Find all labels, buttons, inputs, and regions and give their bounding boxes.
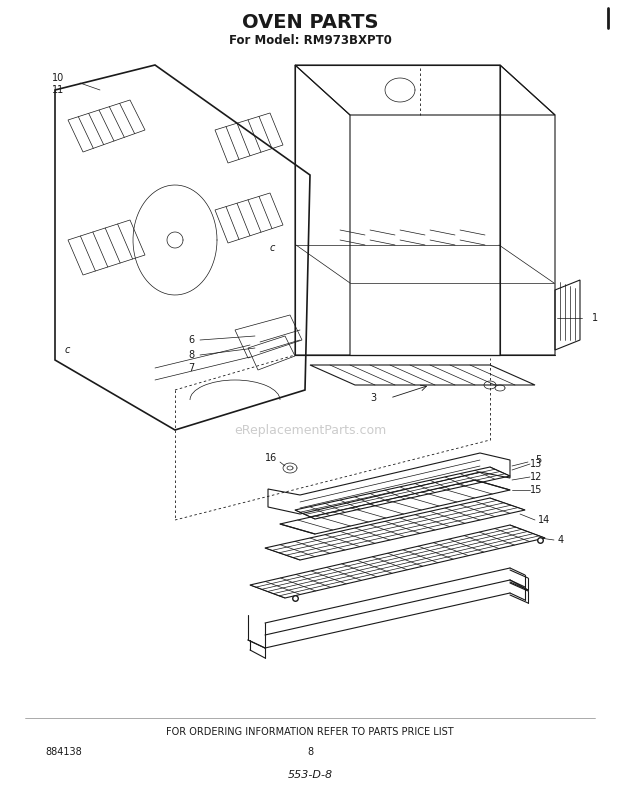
Text: 4: 4 [558,535,564,545]
Text: 14: 14 [538,515,551,525]
Text: 16: 16 [265,453,277,463]
Text: c: c [65,345,71,355]
Text: eReplacementParts.com: eReplacementParts.com [234,423,386,437]
Text: c: c [270,243,275,253]
Text: 884138: 884138 [45,747,82,757]
Text: 553-D-8: 553-D-8 [288,770,332,780]
Text: 15: 15 [530,485,542,495]
Text: 13: 13 [530,459,542,469]
Text: 11: 11 [52,85,64,95]
Text: For Model: RM973BXPT0: For Model: RM973BXPT0 [229,34,391,46]
Text: OVEN PARTS: OVEN PARTS [242,13,378,31]
Text: 10: 10 [52,73,64,83]
Text: 6: 6 [188,335,194,345]
Text: 8: 8 [307,747,313,757]
Text: 12: 12 [530,472,542,482]
Text: FOR ORDERING INFORMATION REFER TO PARTS PRICE LIST: FOR ORDERING INFORMATION REFER TO PARTS … [166,727,454,737]
Text: 3: 3 [370,393,376,403]
Text: 7: 7 [188,363,194,373]
Text: 1: 1 [592,313,598,323]
Text: 8: 8 [188,350,194,360]
Text: 5: 5 [535,455,541,465]
